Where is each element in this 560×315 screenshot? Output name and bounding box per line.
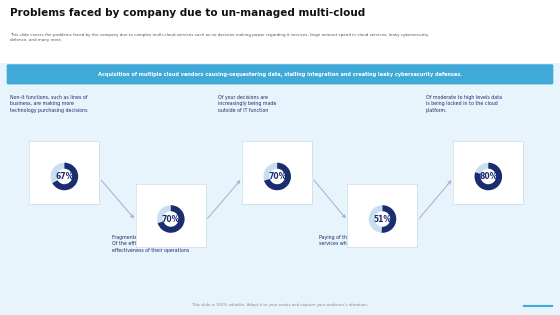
Text: This slide covers the problems faced by the company due to complex multi-cloud s: This slide covers the problems faced by … xyxy=(10,33,428,42)
Text: Fragmented cloud is affecting 70%
Of the efficiency and cost-
effectiveness of t: Fragmented cloud is affecting 70% Of the… xyxy=(112,235,195,253)
Wedge shape xyxy=(381,205,396,233)
Text: Non-it functions, such as lines of
business, are making more
technology purchasi: Non-it functions, such as lines of busin… xyxy=(10,94,87,113)
Wedge shape xyxy=(158,205,185,233)
FancyBboxPatch shape xyxy=(0,0,560,63)
Text: 67%: 67% xyxy=(55,172,73,181)
Text: Acquisition of multiple cloud vendors causing-sequestering data, stalling integr: Acquisition of multiple cloud vendors ca… xyxy=(98,72,462,77)
Wedge shape xyxy=(263,163,291,190)
FancyBboxPatch shape xyxy=(7,64,553,84)
Wedge shape xyxy=(52,163,78,190)
Wedge shape xyxy=(368,205,396,233)
Wedge shape xyxy=(157,205,185,233)
Wedge shape xyxy=(474,163,502,190)
Text: 80%: 80% xyxy=(479,172,497,181)
Text: Of moderate to high levels data
is being locked in to the cloud
platform.: Of moderate to high levels data is being… xyxy=(426,94,502,113)
Text: This slide is 100% editable. Adapt it to your needs and capture your audience's : This slide is 100% editable. Adapt it to… xyxy=(192,303,368,307)
Text: Of your decisions are
increasingly being made
outside of IT function: Of your decisions are increasingly being… xyxy=(218,94,277,113)
Wedge shape xyxy=(264,163,291,190)
Wedge shape xyxy=(474,163,502,190)
Text: Paying of the revenue for cloud
services which is too much: Paying of the revenue for cloud services… xyxy=(319,235,394,246)
Text: 51%: 51% xyxy=(374,215,391,224)
Text: 70%: 70% xyxy=(162,215,180,224)
Wedge shape xyxy=(50,163,78,190)
Text: 70%: 70% xyxy=(268,172,286,181)
Text: Problems faced by company due to un-managed multi-cloud: Problems faced by company due to un-mana… xyxy=(10,8,365,18)
